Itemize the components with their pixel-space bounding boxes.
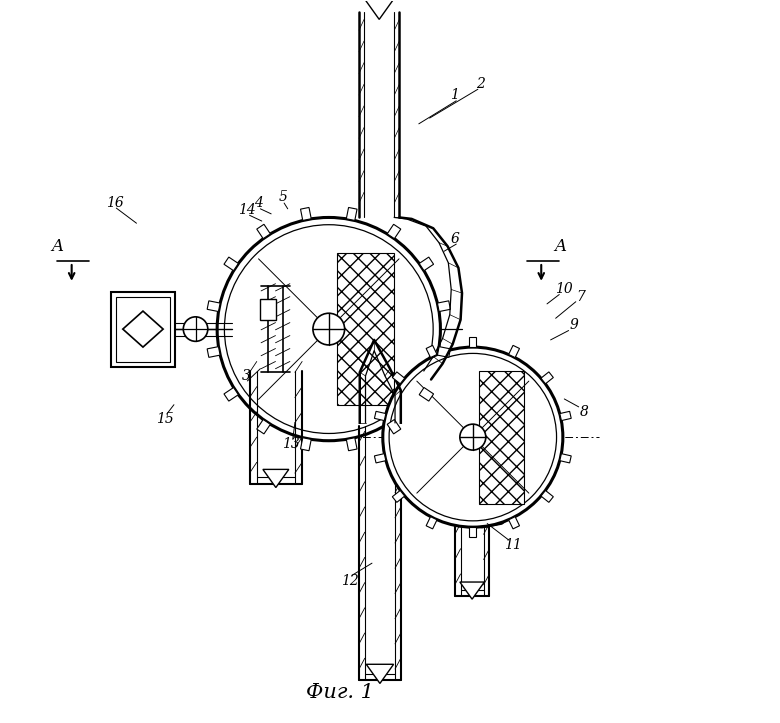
Text: 8: 8 <box>580 405 589 419</box>
Text: 2: 2 <box>476 77 484 91</box>
Polygon shape <box>387 419 401 434</box>
Polygon shape <box>374 453 386 463</box>
Polygon shape <box>470 337 477 347</box>
Circle shape <box>313 313 345 345</box>
Polygon shape <box>509 517 519 529</box>
Polygon shape <box>387 224 401 239</box>
Polygon shape <box>392 372 405 384</box>
Circle shape <box>383 347 563 527</box>
Polygon shape <box>346 208 357 221</box>
Text: A: A <box>554 238 566 255</box>
Text: 7: 7 <box>576 290 585 304</box>
Circle shape <box>217 218 441 441</box>
Bar <box>116 296 169 362</box>
Polygon shape <box>438 346 450 357</box>
Polygon shape <box>419 388 434 401</box>
Polygon shape <box>300 208 311 221</box>
Polygon shape <box>346 437 357 450</box>
Polygon shape <box>560 453 571 463</box>
Text: 10: 10 <box>555 283 573 296</box>
Text: 6: 6 <box>450 232 459 246</box>
Polygon shape <box>419 257 434 270</box>
Polygon shape <box>426 346 437 358</box>
Circle shape <box>183 317 207 341</box>
Polygon shape <box>367 664 394 683</box>
Polygon shape <box>438 301 450 312</box>
Polygon shape <box>541 372 553 384</box>
Polygon shape <box>122 311 163 347</box>
Polygon shape <box>470 527 477 537</box>
Polygon shape <box>374 411 386 421</box>
Polygon shape <box>224 388 239 401</box>
Polygon shape <box>263 469 289 487</box>
Text: 14: 14 <box>239 203 257 217</box>
Bar <box>479 370 524 504</box>
Polygon shape <box>560 411 571 421</box>
Polygon shape <box>207 301 220 312</box>
Polygon shape <box>224 257 239 270</box>
Text: 1: 1 <box>450 88 459 102</box>
Text: 13: 13 <box>282 437 300 451</box>
Text: 16: 16 <box>106 196 124 210</box>
Bar <box>338 254 394 405</box>
Bar <box>261 299 276 320</box>
Text: 5: 5 <box>279 190 288 205</box>
Text: 4: 4 <box>254 196 264 210</box>
Polygon shape <box>257 224 271 239</box>
Polygon shape <box>366 0 393 20</box>
Polygon shape <box>207 346 220 357</box>
Text: 3: 3 <box>242 369 250 383</box>
Polygon shape <box>509 346 519 358</box>
Polygon shape <box>392 490 405 502</box>
Polygon shape <box>300 437 311 450</box>
Polygon shape <box>257 419 271 434</box>
Text: Фиг. 1: Фиг. 1 <box>306 683 374 702</box>
Polygon shape <box>426 517 437 529</box>
Text: 9: 9 <box>569 319 578 333</box>
Bar <box>112 291 175 367</box>
Text: 12: 12 <box>342 574 360 589</box>
Text: A: A <box>51 238 63 255</box>
Text: 15: 15 <box>157 412 174 426</box>
Circle shape <box>460 424 486 450</box>
Text: 11: 11 <box>504 538 521 552</box>
Polygon shape <box>541 490 553 502</box>
Polygon shape <box>460 582 484 599</box>
